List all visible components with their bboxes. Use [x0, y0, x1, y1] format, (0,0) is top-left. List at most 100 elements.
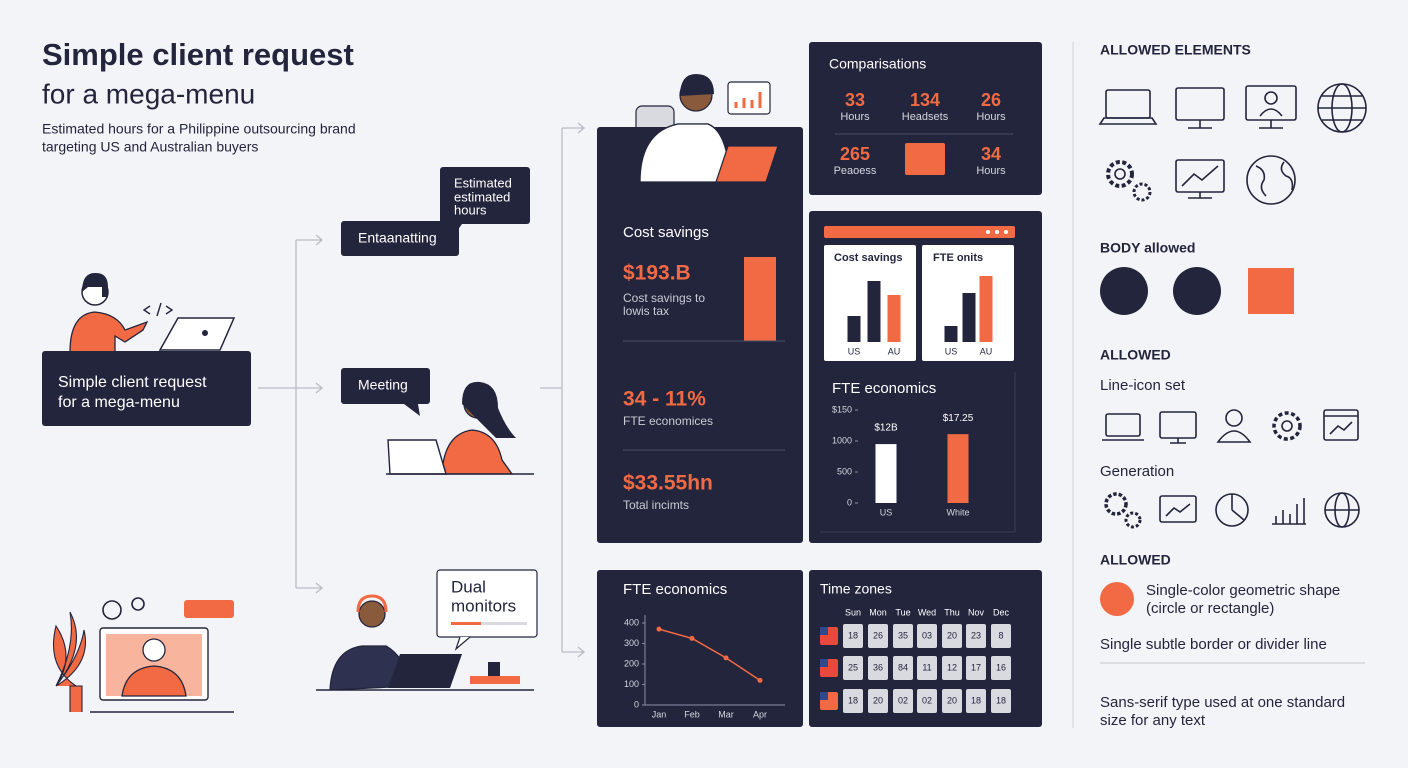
cell-text: 12 [947, 662, 957, 672]
subtitle: Estimated hours for a Philippine outsour… [42, 121, 356, 137]
metric-label: Total incimts [623, 498, 689, 512]
chart-title: FTE economics [832, 380, 936, 397]
table-cell [942, 624, 962, 648]
decor-bar [744, 257, 776, 341]
illustration [441, 429, 514, 475]
bar [875, 444, 897, 503]
flag-canton [820, 627, 828, 635]
estimate-bubble [440, 167, 530, 224]
x-tick-label: US [848, 346, 861, 356]
y-tick-label: 0 [847, 497, 852, 507]
icons [1248, 268, 1294, 314]
cell-text: 8 [998, 630, 1003, 640]
icons [1098, 117, 1158, 125]
illustration [184, 600, 234, 618]
y-tick-label: 0 [634, 699, 639, 709]
bar [847, 316, 861, 342]
icons [1181, 165, 1219, 199]
bubble-tail [404, 404, 420, 416]
x-tick-label: US [945, 346, 958, 356]
panel-title: Time zones [820, 581, 892, 597]
cell-text: 18 [848, 695, 858, 705]
legend-label: Line-icon set [1100, 377, 1186, 394]
illustration [488, 662, 500, 676]
illustration [727, 81, 771, 115]
request-text: Simple client request [58, 374, 207, 391]
icons [1159, 495, 1197, 523]
chart-title: FTE economics [623, 581, 727, 598]
table-cell [991, 624, 1011, 648]
bar [887, 295, 901, 342]
table-cell [843, 689, 863, 713]
title: Simple client request [42, 37, 354, 72]
metric-value: 34 - 11% [623, 388, 706, 411]
icons [1324, 415, 1358, 435]
legend-label: Sans-serif type used at one standard [1100, 694, 1345, 711]
subtitle: targeting US and Australian buyers [42, 139, 258, 155]
connectors [258, 122, 586, 658]
x-tick-label: White [946, 507, 969, 517]
cell-text: 17 [971, 662, 981, 672]
cell-text: 18 [971, 695, 981, 705]
y-tick-label: 200 [624, 658, 639, 668]
icons [1272, 498, 1306, 525]
icons [1165, 503, 1191, 517]
legend-heading: ALLOWED ELEMENTS [1100, 42, 1251, 58]
metric-label: FTE economices [623, 414, 713, 428]
x-tick-label: Feb [684, 709, 700, 719]
illustration [142, 302, 174, 317]
legend-heading: ALLOWED [1100, 347, 1171, 363]
table-cell [966, 689, 986, 713]
table-cell [966, 656, 986, 680]
comparison-value: 33 [845, 90, 865, 110]
illustration [680, 74, 714, 96]
legend-label: Generation [1100, 463, 1174, 480]
table-cell [843, 656, 863, 680]
table-cell [893, 656, 913, 680]
icons [1106, 160, 1134, 188]
table-cell [893, 624, 913, 648]
cell-text: 20 [947, 695, 957, 705]
illustration [316, 594, 534, 691]
cell-text: 18 [848, 630, 858, 640]
illustration [158, 317, 236, 351]
y-tick-label: 400 [624, 617, 639, 627]
metric-label: lowis tax [623, 304, 669, 318]
table-cell [917, 624, 937, 648]
request-text: for a mega-menu [58, 394, 180, 411]
illustration [470, 676, 520, 684]
metric-label: Cost savings to [623, 291, 705, 305]
table-cell [942, 689, 962, 713]
column-header: Tue [895, 607, 910, 617]
comparison-label: Hours [976, 165, 1006, 177]
legend-label: Single subtle border or divider line [1100, 636, 1327, 653]
x-tick-label: AU [888, 346, 901, 356]
panel [597, 570, 803, 727]
illustration [734, 92, 762, 108]
comparison-label: Headsets [902, 111, 949, 123]
bar [979, 276, 993, 342]
bar [944, 326, 958, 342]
panel [597, 127, 803, 543]
table-cell [991, 656, 1011, 680]
step-bubble [341, 368, 430, 404]
illustration [142, 638, 166, 662]
step-bubble [341, 221, 459, 256]
icons [1105, 413, 1141, 437]
cell-text: 20 [947, 630, 957, 640]
table-cell [917, 656, 937, 680]
column-header: Dec [993, 607, 1010, 617]
illustration [52, 611, 86, 712]
table-cell [942, 656, 962, 680]
decor-block [905, 143, 945, 175]
step-bubble [436, 569, 538, 638]
cell-text: 36 [873, 662, 883, 672]
x-tick-label: Apr [753, 709, 767, 719]
icons [1132, 182, 1152, 202]
y-tick-label: 300 [624, 638, 639, 648]
icons [1104, 492, 1128, 516]
estimate-text: estimated [454, 189, 510, 204]
legend-heading: ALLOWED [1100, 552, 1171, 568]
table-cell [966, 624, 986, 648]
